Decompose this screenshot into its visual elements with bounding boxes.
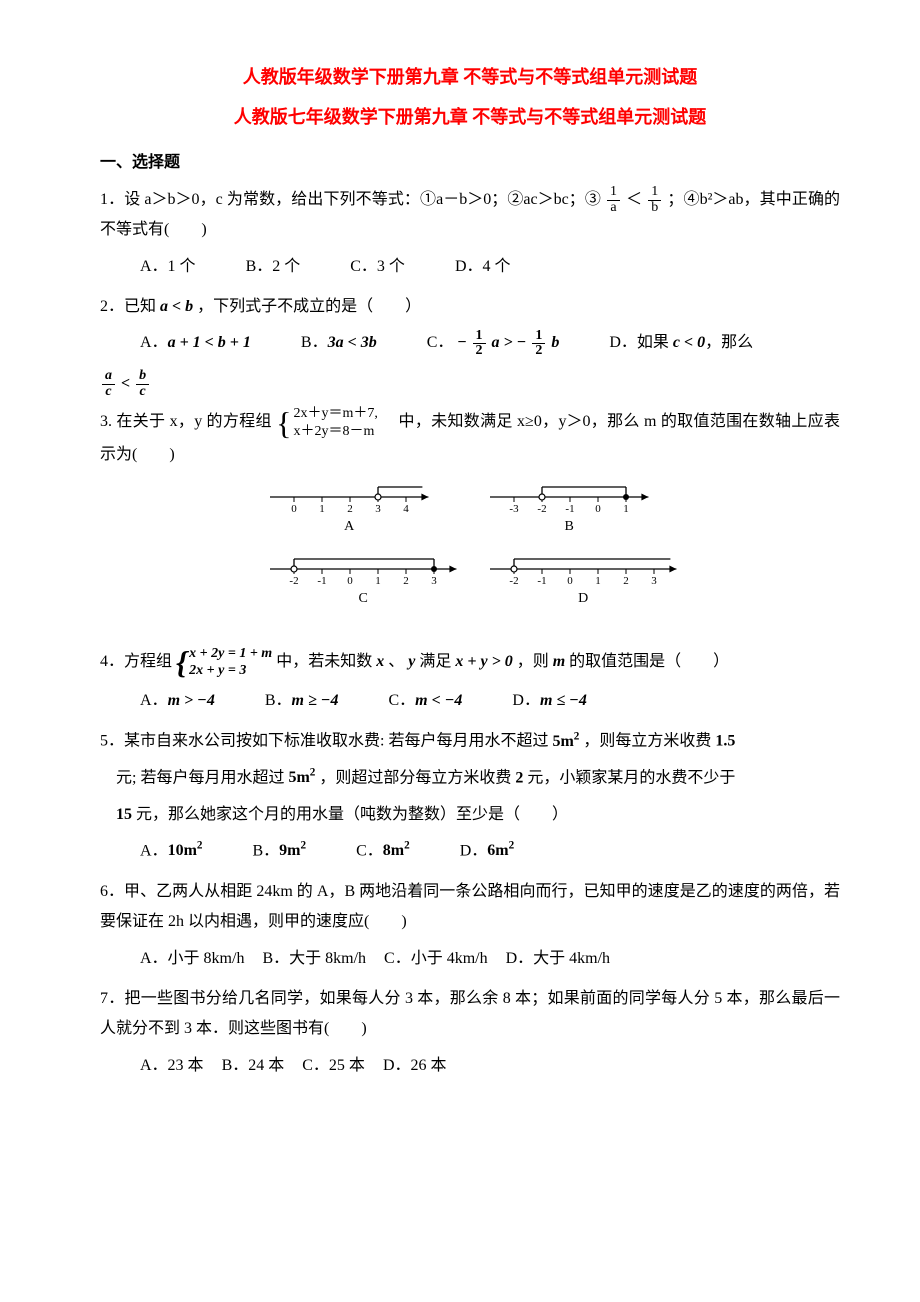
- q5-stem-a: 5．某市自来水公司按如下标准收取水费: 若每户每月用水不超过: [100, 733, 552, 750]
- svg-text:-2: -2: [537, 503, 546, 515]
- svg-text:-1: -1: [317, 575, 326, 587]
- q1-opt-d: D．4 个: [455, 252, 511, 282]
- q6-opt-c: C．小于 4km/h: [384, 944, 488, 974]
- q7-opt-d: D．26 本: [383, 1051, 447, 1081]
- q4-stem-a: 4．方程组: [100, 653, 176, 670]
- q5-line2: 元; 若每户每月用水超过 5m2 ，则超过部分每立方米收费 2 元，小颖家某月的…: [116, 763, 840, 794]
- q2-stem-b: ，下列式子不成立的是（ ）: [197, 298, 421, 315]
- q4-options: A．m > −4 B．m ≥ −4 C．m < −4 D．m ≤ −4: [140, 686, 840, 716]
- q4-opt-c: C．m < −4: [388, 686, 462, 716]
- svg-text:3: 3: [431, 575, 437, 587]
- title-1: 人教版年级数学下册第九章 不等式与不等式组单元测试题: [100, 60, 840, 94]
- q1-stem-a: 1．设 a＞b＞0，c 为常数，给出下列不等式：①a－b＞0；②ac＞bc；③: [100, 191, 601, 208]
- q2-opt-a: A．a + 1 < b + 1: [140, 328, 251, 359]
- svg-text:-2: -2: [509, 575, 518, 587]
- q5-opt-b: B．9m2: [252, 836, 306, 867]
- q1-options: A．1 个 B．2 个 C．3 个 D．4 个: [140, 252, 840, 282]
- q1-opt-c: C．3 个: [350, 252, 405, 282]
- q5-stem-b: ，则每立方米收费: [583, 733, 715, 750]
- svg-text:1: 1: [319, 503, 325, 515]
- svg-text:1: 1: [595, 575, 601, 587]
- q2-opt-b: B．3a < 3b: [301, 328, 377, 359]
- q6-opt-b: B．大于 8km/h: [262, 944, 366, 974]
- section-1-heading: 一、选择题: [100, 148, 840, 178]
- q1-frac-2: 1 b: [648, 185, 661, 215]
- q2-stem-a: 2．已知: [100, 298, 160, 315]
- q4-opt-b: B．m ≥ −4: [265, 686, 339, 716]
- q6-options: A．小于 8km/h B．大于 8km/h C．小于 4km/h D．大于 4k…: [140, 944, 840, 974]
- svg-text:1: 1: [623, 503, 629, 515]
- question-2: 2．已知 a < b ，下列式子不成立的是（ ）: [100, 292, 840, 322]
- svg-text:0: 0: [347, 575, 353, 587]
- number-line-diagram: 0 1 2 3 4 A -3 -2 -1 0 1 B -2 -1 0 1 2 3 C -2 -1 0 1 2 3 D: [260, 479, 680, 639]
- q1-lt: ＜: [626, 191, 642, 208]
- q4-stem-c: 、: [388, 653, 408, 670]
- q4-stem-b: 中，若未知数: [276, 653, 376, 670]
- q5-options: A．10m2 B．9m2 C．8m2 D．6m2: [140, 836, 840, 867]
- q1-opt-b: B．2 个: [246, 252, 301, 282]
- svg-text:2: 2: [347, 503, 353, 515]
- q2-opt-d: D．如果 c < 0，那么: [609, 328, 753, 359]
- svg-text:D: D: [578, 591, 588, 606]
- svg-text:-1: -1: [565, 503, 574, 515]
- q1-opt-a: A．1 个: [140, 252, 196, 282]
- q7-opt-a: A．23 本: [140, 1051, 204, 1081]
- title-2: 人教版七年级数学下册第九章 不等式与不等式组单元测试题: [100, 100, 840, 134]
- q2-options: A．a + 1 < b + 1 B．3a < 3b C． − 12 a > − …: [140, 328, 840, 359]
- question-1: 1．设 a＞b＞0，c 为常数，给出下列不等式：①a－b＞0；②ac＞bc；③ …: [100, 185, 840, 246]
- svg-text:2: 2: [623, 575, 629, 587]
- q5-opt-c: C．8m2: [356, 836, 410, 867]
- svg-text:0: 0: [291, 503, 297, 515]
- q6-opt-d: D．大于 4km/h: [506, 944, 610, 974]
- svg-text:0: 0: [595, 503, 601, 515]
- svg-text:-3: -3: [509, 503, 519, 515]
- svg-text:-2: -2: [289, 575, 298, 587]
- q5-line3: 15 元，那么她家这个月的用水量（吨数为整数）至少是（ ）: [116, 800, 840, 830]
- q5-opt-d: D．6m2: [460, 836, 514, 867]
- svg-text:2: 2: [403, 575, 409, 587]
- q7-opt-b: B．24 本: [222, 1051, 285, 1081]
- q7-options: A．23 本 B．24 本 C．25 本 D．26 本: [140, 1051, 840, 1081]
- q3-system: 2x＋y＝m＋7, x＋2y＝8－m: [276, 405, 378, 440]
- svg-text:1: 1: [375, 575, 381, 587]
- q4-stem-f: 的取值范围是（ ）: [569, 653, 729, 670]
- q6-opt-a: A．小于 8km/h: [140, 944, 244, 974]
- svg-text:4: 4: [403, 503, 409, 515]
- q1-frac-1: 1 a: [607, 185, 620, 215]
- q7-opt-c: C．25 本: [302, 1051, 365, 1081]
- question-3: 3. 在关于 x，y 的方程组 2x＋y＝m＋7, x＋2y＝8－m 中，未知数…: [100, 405, 840, 470]
- svg-text:-1: -1: [537, 575, 546, 587]
- svg-text:3: 3: [375, 503, 381, 515]
- svg-text:A: A: [344, 519, 355, 534]
- question-5: 5．某市自来水公司按如下标准收取水费: 若每户每月用水不超过 5m2 ，则每立方…: [100, 726, 840, 757]
- q2-line2: ac < bc: [100, 369, 840, 400]
- q4-system: x + 2y = 1 + m 2x + y = 3: [176, 645, 272, 680]
- question-6: 6．甲、乙两人从相距 24km 的 A，B 两地沿着同一条公路相向而行，已知甲的…: [100, 877, 840, 938]
- q4-stem-d: 满足: [419, 653, 455, 670]
- q2-opt-c: C． − 12 a > − 12 b: [427, 328, 560, 359]
- q4-stem-e: ，则: [517, 653, 553, 670]
- svg-text:C: C: [359, 591, 368, 606]
- q2-ineq: a < b: [160, 298, 193, 315]
- question-7: 7．把一些图书分给几名同学，如果每人分 3 本，那么余 8 本；如果前面的同学每…: [100, 984, 840, 1045]
- q3-stem-a: 3. 在关于 x，y 的方程组: [100, 414, 276, 431]
- svg-text:B: B: [565, 519, 574, 534]
- q4-opt-a: A．m > −4: [140, 686, 215, 716]
- question-4: 4．方程组 x + 2y = 1 + m 2x + y = 3 中，若未知数 x…: [100, 645, 840, 680]
- q3-number-lines: 0 1 2 3 4 A -3 -2 -1 0 1 B -2 -1 0 1 2 3 C -2 -1 0 1 2 3 D: [100, 479, 840, 639]
- q5-opt-a: A．10m2: [140, 836, 202, 867]
- svg-text:3: 3: [651, 575, 657, 587]
- q4-opt-d: D．m ≤ −4: [512, 686, 586, 716]
- svg-text:0: 0: [567, 575, 573, 587]
